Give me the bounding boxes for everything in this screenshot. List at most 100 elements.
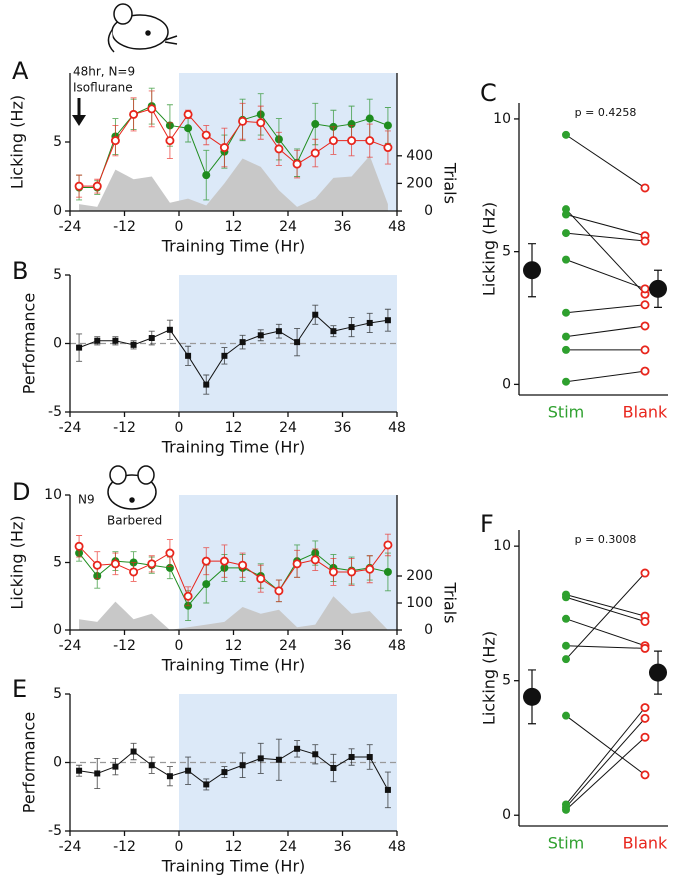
panel-label: A — [12, 57, 29, 85]
y-tick-label: -5 — [48, 404, 62, 420]
data-point — [294, 339, 301, 346]
data-point — [640, 643, 650, 653]
data-point — [74, 541, 84, 551]
data-point — [383, 567, 392, 576]
y-axis-label: Licking (Hz) — [8, 515, 27, 609]
data-point — [328, 567, 338, 577]
mean-point — [523, 261, 541, 280]
data-point — [203, 381, 210, 388]
x-tick-label: -12 — [113, 219, 136, 235]
y2-axis-label: Trials — [441, 162, 460, 204]
data-point — [275, 328, 282, 335]
pair-line — [565, 572, 646, 660]
data-point — [384, 317, 391, 324]
annotation: N9 — [78, 493, 95, 507]
x-tick-label: 24 — [279, 839, 297, 855]
pair-line — [565, 618, 646, 647]
data-point — [365, 136, 375, 146]
data-point — [92, 181, 102, 191]
x-axis-label: Training Time (Hr) — [161, 656, 306, 675]
y-tick-label: 5 — [53, 555, 62, 571]
data-point — [165, 548, 175, 558]
data-point — [347, 136, 357, 146]
data-point — [640, 345, 650, 355]
x-tick-label: 0 — [175, 839, 184, 855]
x-tick-label: -24 — [59, 219, 82, 235]
mean-point — [649, 663, 667, 682]
x-axis-label: Training Time (Hr) — [161, 857, 306, 876]
data-point — [256, 574, 266, 584]
data-point — [562, 308, 570, 317]
data-point — [383, 143, 393, 153]
series-line — [79, 748, 389, 791]
annotation: Isoflurane — [73, 81, 133, 95]
y2-axis-label: Trials — [441, 581, 460, 623]
data-point — [129, 109, 139, 119]
annotation: 48hr, N=9 — [73, 65, 135, 79]
x-tick-label: 36 — [334, 420, 352, 436]
data-point — [330, 764, 337, 771]
data-point — [201, 556, 211, 566]
data-point — [221, 352, 228, 359]
x-tick-label: 24 — [279, 219, 297, 235]
x-tick-label: -24 — [59, 638, 82, 654]
shaded-region — [179, 495, 397, 630]
y2-tick-label: 0 — [424, 203, 433, 219]
x-tick-label: 36 — [334, 839, 352, 855]
data-point — [312, 751, 319, 758]
panel-label: B — [12, 257, 28, 285]
data-point — [166, 773, 173, 780]
panel-label: C — [480, 79, 497, 107]
category-label: Blank — [623, 834, 668, 853]
pair-line — [565, 736, 646, 811]
series-line — [78, 313, 388, 386]
pair-line — [565, 259, 646, 290]
pair-line — [565, 718, 646, 808]
data-point — [76, 767, 83, 774]
y2-tick-label: 0 — [424, 622, 433, 638]
x-tick-label: 24 — [279, 420, 297, 436]
trials-area — [79, 155, 388, 211]
y-axis-label: Licking (Hz) — [480, 202, 499, 296]
y-tick-label: 5 — [502, 244, 511, 260]
data-point — [348, 324, 355, 331]
data-point — [184, 124, 193, 133]
pair-line — [565, 214, 646, 237]
pair-line — [565, 596, 646, 622]
data-point — [366, 319, 373, 326]
x-tick-label: 12 — [225, 420, 243, 436]
pair-line — [565, 232, 646, 242]
data-point — [183, 591, 193, 601]
x-tick-label: 12 — [225, 839, 243, 855]
x-tick-label: 12 — [225, 219, 243, 235]
x-tick-label: -12 — [113, 638, 136, 654]
mean-point — [523, 687, 541, 706]
mouse-icon — [107, 3, 178, 53]
data-point — [640, 366, 650, 376]
y-axis-label: Licking (Hz) — [8, 95, 27, 189]
p-value: p = 0.4258 — [575, 106, 637, 119]
mouse-icon-barbered — [107, 465, 157, 510]
pair-line — [565, 208, 646, 295]
data-point — [311, 120, 320, 129]
data-point — [112, 763, 119, 770]
data-point — [274, 144, 284, 154]
data-point — [310, 148, 320, 158]
x-tick-label: 36 — [334, 219, 352, 235]
data-point — [147, 559, 157, 569]
data-point — [562, 641, 570, 650]
y-tick-label: 5 — [53, 134, 62, 150]
data-point — [640, 321, 650, 331]
panel-label: E — [12, 675, 27, 703]
data-point — [256, 118, 266, 128]
data-point — [94, 770, 101, 777]
data-point — [640, 703, 650, 713]
data-point — [147, 104, 157, 114]
data-point — [129, 567, 139, 577]
data-point — [347, 567, 357, 577]
pair-line — [565, 594, 646, 617]
x-tick-label: 0 — [175, 420, 184, 436]
data-point — [365, 564, 375, 574]
x-tick-label: -24 — [59, 420, 82, 436]
x-tick-label: 48 — [388, 638, 406, 654]
